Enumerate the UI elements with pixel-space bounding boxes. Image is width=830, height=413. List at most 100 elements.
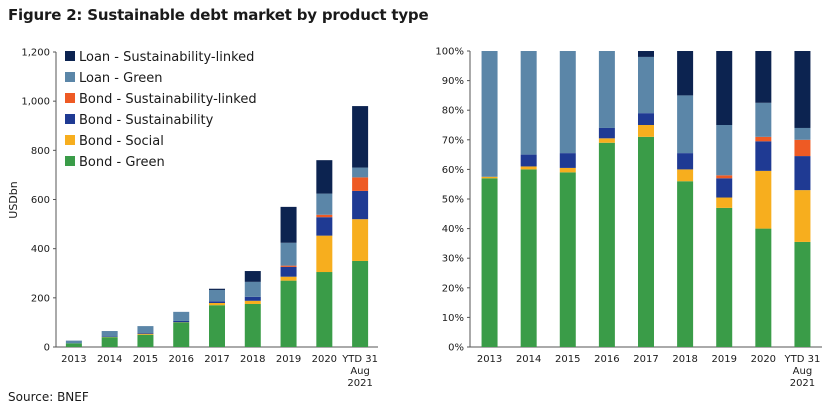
bar-segment xyxy=(352,177,369,191)
bar-segment xyxy=(316,235,333,273)
legend-label: Loan - Sustainability-linked xyxy=(79,50,254,65)
bar-segment xyxy=(794,190,811,242)
bar-segment xyxy=(280,242,297,266)
bar-segment xyxy=(755,170,772,229)
y-tick-label: 20% xyxy=(442,283,464,294)
bar-segment xyxy=(137,326,154,333)
x-tick-label: 2015 xyxy=(555,354,580,365)
bar-segment xyxy=(755,102,772,137)
y-tick-label: 90% xyxy=(442,76,464,87)
y-tick-label: 30% xyxy=(442,254,464,265)
x-tick-label: 2019 xyxy=(711,354,736,365)
bar-segment xyxy=(316,193,333,215)
y-tick-label: 70% xyxy=(442,135,464,146)
bar-segment xyxy=(598,138,615,143)
y-tick-label: 200 xyxy=(31,293,50,304)
bar-segment xyxy=(677,169,694,182)
y-tick-label: 60% xyxy=(442,165,464,176)
bar-segment xyxy=(755,136,772,142)
legend-swatch xyxy=(65,156,75,166)
bar-segment xyxy=(137,332,154,334)
bar-segment xyxy=(598,51,615,128)
y-tick-label: 400 xyxy=(31,244,50,255)
bar-segment xyxy=(677,153,694,170)
y-tick-label: 100% xyxy=(435,47,464,58)
bar-segment xyxy=(244,281,261,297)
bar-segment xyxy=(716,178,733,198)
bar-segment xyxy=(244,300,261,304)
bar-segment xyxy=(520,154,537,167)
bar-segment xyxy=(559,167,576,173)
x-tick-label: 2014 xyxy=(516,354,541,365)
bar-segment xyxy=(755,141,772,171)
bar-segment xyxy=(638,136,654,347)
bar-segment xyxy=(173,322,190,347)
legend-label: Loan - Green xyxy=(79,71,163,86)
y-tick-label: 1,200 xyxy=(21,48,50,59)
bar-segment xyxy=(794,51,811,128)
bar-segment xyxy=(677,181,694,347)
x-tick-label: 2013 xyxy=(477,354,502,365)
bar-segment xyxy=(65,340,82,344)
legend-label: Bond - Sustainability-linked xyxy=(79,92,257,107)
bar-segment xyxy=(716,207,733,347)
bar-segment xyxy=(638,125,654,137)
bar-segment xyxy=(209,288,225,290)
bar-segment xyxy=(352,219,369,261)
x-tick-label: 2013 xyxy=(61,354,86,365)
bar-segment xyxy=(520,166,537,170)
bar-segment xyxy=(352,190,369,220)
y-tick-label: 80% xyxy=(442,106,464,117)
bar-segment xyxy=(755,228,772,347)
x-tick-label: 2014 xyxy=(97,354,122,365)
bar-segment xyxy=(137,333,154,335)
legend-label: Bond - Sustainability xyxy=(79,113,214,128)
bar-segment xyxy=(638,51,654,57)
y-tick-label: 40% xyxy=(442,224,464,235)
bar-segment xyxy=(209,305,225,347)
bar-segment xyxy=(280,280,297,347)
bar-segment xyxy=(520,51,537,155)
bar-segment xyxy=(280,206,297,243)
bar-segment xyxy=(280,266,297,277)
bar-segment xyxy=(716,197,733,208)
x-tick-label: 2018 xyxy=(672,354,697,365)
bar-segment xyxy=(794,241,811,347)
bar-segment xyxy=(598,127,615,139)
bar-segment xyxy=(520,169,537,347)
y-tick-label: 800 xyxy=(31,146,50,157)
y-tick-label: 10% xyxy=(442,313,464,324)
bar-segment xyxy=(352,106,369,168)
bar-segment xyxy=(352,167,369,178)
bar-segment xyxy=(677,51,694,96)
legend-label: Bond - Green xyxy=(79,155,165,170)
figure-title: Figure 2: Sustainable debt market by pro… xyxy=(8,6,429,24)
x-tick-label: 2016 xyxy=(594,354,619,365)
bar-segment xyxy=(638,56,654,114)
bar-segment xyxy=(244,296,261,301)
x-tick-label: 2017 xyxy=(633,354,658,365)
bar-segment xyxy=(481,176,498,179)
bar-segment xyxy=(716,125,733,176)
legend-swatch xyxy=(65,135,75,145)
bar-segment xyxy=(316,214,333,218)
y-tick-label: 600 xyxy=(31,195,50,206)
bar-segment xyxy=(65,343,82,347)
x-tick-label: YTD 31 Aug 2021 xyxy=(784,354,821,389)
bar-segment xyxy=(244,271,261,282)
bar-segment xyxy=(101,337,118,347)
bar-segment xyxy=(794,156,811,191)
absolute-stacked-bar-chart: 0 200 400 600 800 1,000 1,200 2013 2014 2015 2016 2… xyxy=(7,48,378,390)
x-tick-label: 2018 xyxy=(240,354,265,365)
bar-segment xyxy=(794,127,811,140)
x-tick-label: 2017 xyxy=(204,354,229,365)
x-tick-label: 2015 xyxy=(133,354,158,365)
bar-segment xyxy=(173,311,190,321)
bar-segment xyxy=(280,265,297,267)
bar-segment xyxy=(481,178,498,347)
bar-segment xyxy=(794,139,811,157)
bar-segment xyxy=(598,142,615,347)
bar-segment xyxy=(209,289,225,302)
bar-segment xyxy=(209,302,225,306)
